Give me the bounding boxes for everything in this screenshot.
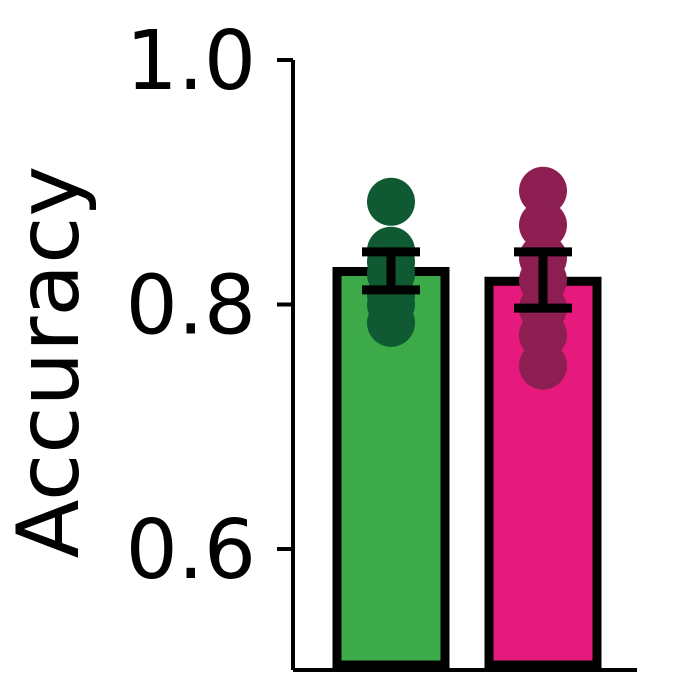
data-point: [519, 201, 567, 250]
error-bars: [362, 247, 572, 313]
data-point: [519, 166, 567, 215]
data-point: [367, 177, 415, 226]
data-point: [367, 298, 415, 347]
bar: [332, 266, 450, 670]
y-tick-label: 1.0: [126, 14, 256, 109]
y-tick-label: 0.8: [126, 259, 256, 354]
bars: [332, 266, 602, 670]
y-tick-label: 0.6: [126, 503, 256, 598]
y-axis: 0.6 0.8 1.0: [126, 14, 637, 672]
y-axis-title: Accuracy: [0, 166, 99, 559]
data-point: [519, 341, 567, 390]
